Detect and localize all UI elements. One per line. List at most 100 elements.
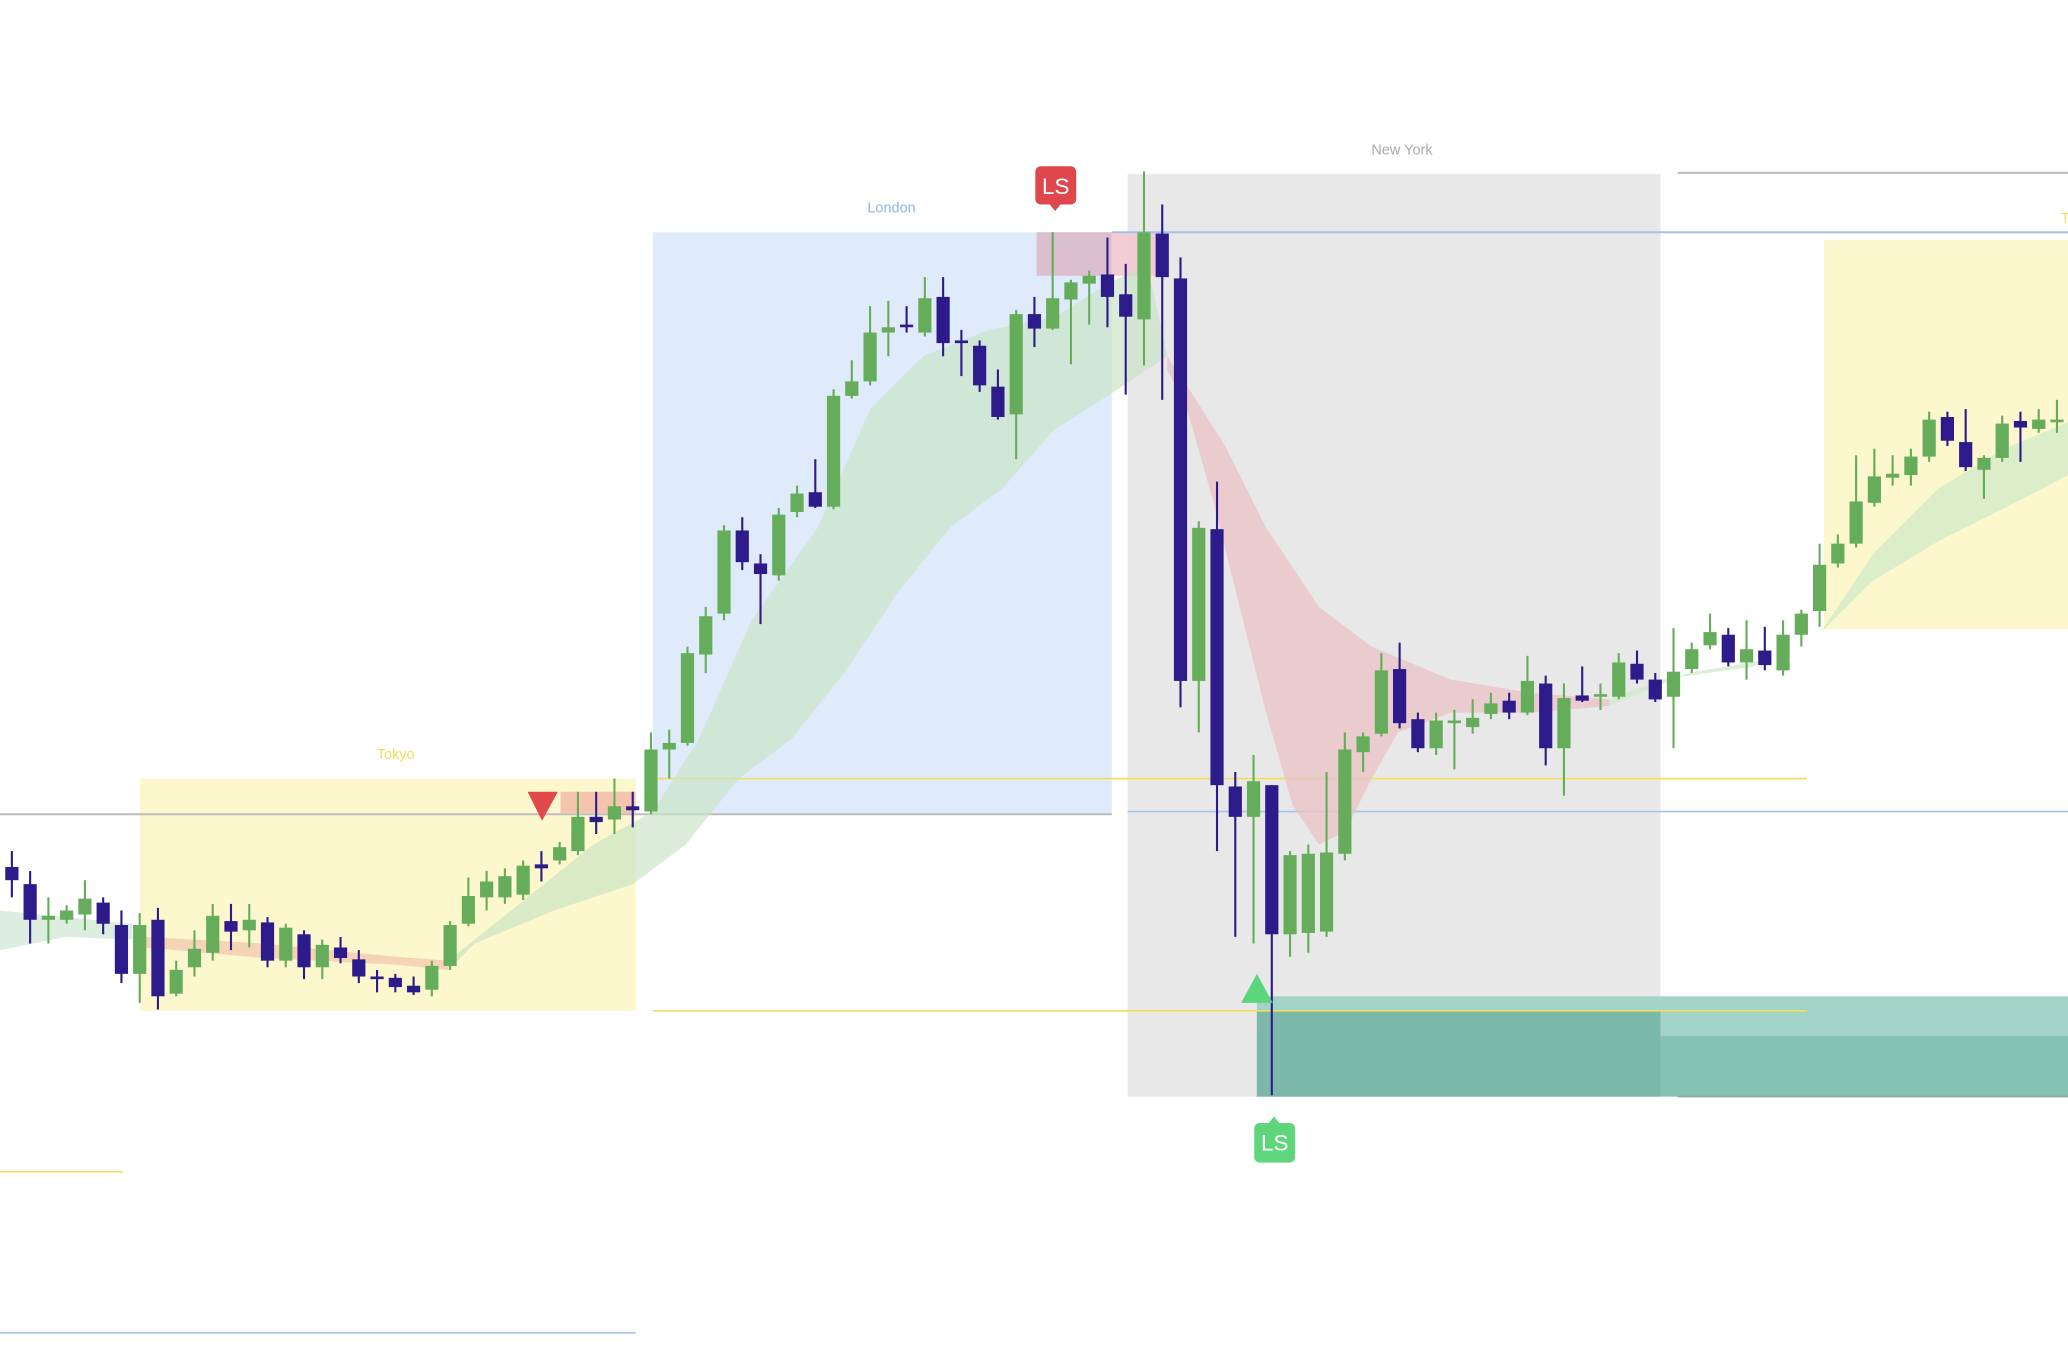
candle-body-bullish <box>480 881 494 898</box>
candle <box>1776 620 1790 676</box>
candle <box>1739 620 1754 680</box>
ema-cloud-bull-right <box>1609 422 2068 706</box>
candle <box>1612 653 1626 700</box>
candle <box>1338 732 1352 861</box>
candle <box>169 960 183 997</box>
candle-body-bearish <box>260 922 275 961</box>
candle <box>151 907 165 1010</box>
candle-body-bearish <box>388 977 402 988</box>
candle <box>680 646 695 746</box>
candle-body-bullish <box>443 925 457 966</box>
candle-body-bearish <box>333 947 348 959</box>
candle <box>1648 673 1662 703</box>
candle-body-bullish <box>1009 314 1023 415</box>
candle-body-bearish <box>5 866 19 881</box>
candle <box>1886 455 1900 486</box>
candle-body-bearish <box>23 884 37 920</box>
candle-body-bearish <box>1393 669 1407 724</box>
candle <box>753 554 768 625</box>
candle <box>1703 613 1717 650</box>
candle-body-bullish <box>206 915 220 953</box>
ema-cloud-bull-london <box>448 263 1168 970</box>
candle <box>1046 232 1060 330</box>
candle-body-bullish <box>1612 662 1626 697</box>
candle <box>1867 448 1881 507</box>
candle <box>2013 411 2028 462</box>
candle <box>224 903 238 951</box>
candle <box>1794 609 1808 647</box>
candle-body-bullish <box>1338 749 1352 854</box>
candle <box>23 870 37 944</box>
candle <box>1959 409 1973 472</box>
candle-body-bullish <box>1886 473 1900 478</box>
candle <box>480 870 494 911</box>
candle <box>772 508 786 581</box>
candle <box>260 917 275 968</box>
candle-body-bullish <box>1813 564 1827 611</box>
candle-body-bullish <box>1557 698 1571 749</box>
candle-body-bullish <box>498 876 512 898</box>
candle <box>1119 263 1133 395</box>
candle <box>1429 712 1443 755</box>
candle-body-bullish <box>1849 501 1863 544</box>
candle <box>133 913 147 1003</box>
candle-body-bullish <box>1776 634 1790 671</box>
candle-body-bearish <box>406 985 421 993</box>
candle <box>1374 653 1388 737</box>
candle-body-bearish <box>1502 700 1516 713</box>
candle <box>5 851 19 898</box>
candle-body-bearish <box>352 959 366 977</box>
candle-body-bullish <box>41 915 55 920</box>
candle <box>954 329 968 377</box>
candle-body-bullish <box>1484 703 1498 714</box>
candle <box>881 300 895 357</box>
candle <box>626 791 640 828</box>
candle-body-bearish <box>370 976 384 980</box>
candle-body-bullish <box>790 493 804 513</box>
candle <box>425 960 439 997</box>
candle <box>1502 692 1516 720</box>
candle <box>206 903 220 961</box>
candle <box>242 903 256 948</box>
tokyo-session-label: Tokyo <box>377 747 415 763</box>
candle <box>1466 699 1480 734</box>
candles-group <box>5 171 2064 1096</box>
candle-body-bullish <box>1429 720 1443 749</box>
candle-body-bullish <box>644 749 658 812</box>
candle-body-bullish <box>1995 423 2009 458</box>
candle <box>1192 521 1206 733</box>
candle <box>571 791 585 856</box>
candle <box>187 930 202 977</box>
candle-body-bearish <box>1539 683 1553 749</box>
candle-body-bearish <box>1210 529 1224 786</box>
candle <box>1575 666 1589 703</box>
candle <box>918 277 932 337</box>
candle <box>1685 642 1699 673</box>
candle-body-bullish <box>1867 476 1881 503</box>
candle <box>973 340 987 392</box>
candle <box>114 910 129 984</box>
candle-body-bearish <box>1721 634 1735 663</box>
candle-body-bearish <box>2013 420 2028 428</box>
new-york-session-label: New York <box>1371 142 1433 158</box>
candle <box>352 950 366 984</box>
candle-body-bullish <box>1082 275 1096 284</box>
candle-body-bearish <box>1758 650 1772 666</box>
candle-body-bearish <box>735 530 749 563</box>
candle-body-bullish <box>516 865 530 895</box>
candle <box>845 360 859 399</box>
candle <box>1100 237 1115 328</box>
candle <box>1319 771 1334 937</box>
buy-liquidity-zone-session <box>1256 1010 1661 1097</box>
candle-body-bearish <box>808 492 822 507</box>
candle-body-bullish <box>425 965 439 990</box>
candle <box>1484 692 1498 720</box>
candle-body-bullish <box>717 530 731 614</box>
candle-body-bullish <box>553 847 567 861</box>
candle <box>936 277 950 357</box>
candle-body-bullish <box>60 910 74 920</box>
candle-body-bullish <box>461 896 475 924</box>
candle <box>1009 310 1023 460</box>
candle <box>717 525 731 621</box>
candle <box>1813 543 1827 627</box>
